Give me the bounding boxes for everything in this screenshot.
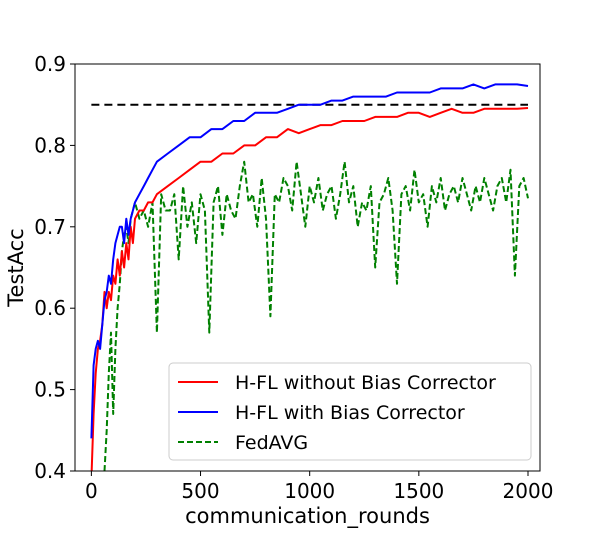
y-axis-title: TestAcc (4, 228, 28, 307)
x-axis-title: communication_rounds (185, 504, 430, 529)
x-tick-label: 1000 (284, 479, 335, 503)
series-line-fedavg (103, 160, 529, 471)
y-tick-label: 0.8 (34, 133, 66, 157)
series-line-h-fl-without-bias-corrector (90, 107, 529, 471)
y-tick-label: 0.5 (34, 378, 66, 402)
x-tick-label: 1500 (393, 479, 444, 503)
legend-label: FedAVG (235, 432, 308, 454)
y-tick-label: 0.4 (34, 459, 66, 483)
x-tick-label: 500 (181, 479, 219, 503)
legend-box (168, 362, 532, 461)
legend: H-FL without Bias Corrector H-FL with Bia… (168, 362, 532, 461)
plot-frame (74, 63, 541, 472)
series-line-h-fl-with-bias-corrector (90, 83, 529, 439)
legend-label: H-FL with Bias Corrector (235, 402, 465, 424)
x-tick-label: 2000 (503, 479, 554, 503)
y-tick-label: 0.9 (34, 52, 66, 76)
series-layer (90, 83, 529, 471)
legend-label: H-FL without Bias Corrector (235, 372, 496, 394)
axes-layer: 0 500 1000 1500 2000 0.4 0.5 0.6 0.7 0.8 0.9 commun… (4, 52, 553, 529)
y-tick-label: 0.6 (34, 296, 66, 320)
x-tick-label: 0 (85, 479, 98, 503)
y-tick-label: 0.7 (34, 215, 66, 239)
